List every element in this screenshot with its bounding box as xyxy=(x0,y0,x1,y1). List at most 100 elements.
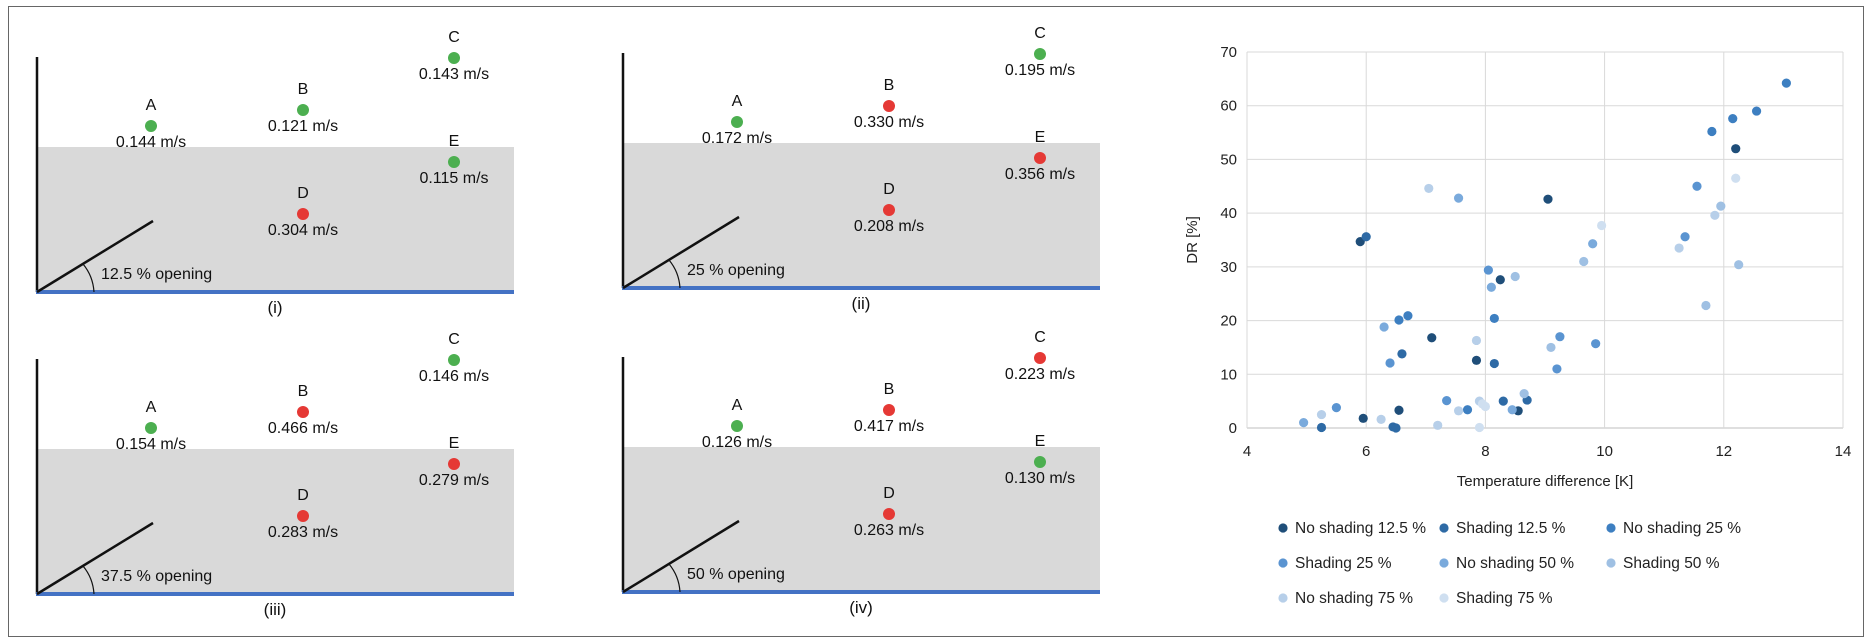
velocity-value: 0.304 m/s xyxy=(268,222,338,239)
velocity-value: 0.121 m/s xyxy=(268,118,338,135)
velocity-dot xyxy=(297,406,309,418)
data-point xyxy=(1483,265,1493,275)
angle-arc xyxy=(82,263,95,293)
legend-marker xyxy=(1606,558,1616,568)
velocity-value: 0.466 m/s xyxy=(268,420,338,437)
point-letter: D xyxy=(883,181,895,198)
point-letter: C xyxy=(1034,25,1046,42)
legend-label: Shading 50 % xyxy=(1623,555,1720,572)
velocity-dot xyxy=(883,404,895,416)
panel-caption: (ii) xyxy=(852,294,871,313)
data-point xyxy=(1507,405,1517,415)
data-point xyxy=(1728,114,1738,124)
panel-caption: (iv) xyxy=(849,598,873,617)
opening-label: 37.5 % opening xyxy=(101,568,212,585)
velocity-dot xyxy=(297,510,309,522)
legend-marker xyxy=(1278,523,1288,533)
data-point xyxy=(1489,313,1499,324)
angle-arc xyxy=(82,565,95,595)
velocity-dot xyxy=(883,204,895,216)
data-point xyxy=(1358,413,1368,423)
point-letter: B xyxy=(884,381,895,398)
data-point xyxy=(1701,300,1711,311)
point-letter: C xyxy=(448,29,460,46)
y-tick-label: 20 xyxy=(1220,313,1237,330)
data-point xyxy=(1391,423,1401,433)
data-point xyxy=(1674,243,1684,253)
data-point xyxy=(1453,406,1464,416)
panel-2: 25 % opening (ii) A 0.172 m/s B 0.330 m/s C 0.1… xyxy=(621,25,1100,313)
velocity-dot xyxy=(145,120,157,132)
velocity-dot xyxy=(883,508,895,520)
data-point xyxy=(1376,414,1386,425)
point-letter: E xyxy=(449,435,460,452)
velocity-value: 0.143 m/s xyxy=(419,66,489,83)
x-tick-label: 10 xyxy=(1596,443,1613,460)
data-point xyxy=(1480,401,1490,412)
data-point xyxy=(1588,239,1598,249)
point-letter: A xyxy=(146,399,157,416)
opening-label: 25 % opening xyxy=(687,262,785,279)
velocity-dot xyxy=(883,100,895,112)
data-point xyxy=(1486,282,1496,292)
legend-label: No shading 50 % xyxy=(1456,555,1574,572)
panel-caption: (iii) xyxy=(264,600,287,619)
velocity-dot xyxy=(1034,152,1046,164)
velocity-value: 0.154 m/s xyxy=(116,436,186,453)
panel-4: 50 % opening (iv) A 0.126 m/s B 0.417 m/s C 0.2… xyxy=(621,329,1100,617)
point-letter: B xyxy=(298,383,309,400)
velocity-value: 0.417 m/s xyxy=(854,418,924,435)
data-point xyxy=(1519,389,1529,399)
legend-label: No shading 12.5 % xyxy=(1295,520,1426,537)
opening-label: 50 % opening xyxy=(687,566,785,583)
y-tick-label: 60 xyxy=(1220,98,1237,115)
velocity-dot xyxy=(448,354,460,366)
data-point xyxy=(1781,78,1791,88)
data-point xyxy=(1710,210,1720,220)
velocity-value: 0.279 m/s xyxy=(419,472,489,489)
velocity-value: 0.144 m/s xyxy=(116,134,186,151)
point-letter: D xyxy=(297,185,309,202)
point-letter: B xyxy=(298,81,309,98)
panel-caption: (i) xyxy=(267,298,282,317)
data-point xyxy=(1579,256,1589,267)
velocity-value: 0.195 m/s xyxy=(1005,62,1075,79)
data-point xyxy=(1433,420,1443,430)
x-tick-label: 12 xyxy=(1715,443,1732,460)
velocity-dot xyxy=(731,420,743,432)
data-point xyxy=(1424,183,1434,194)
opening-line xyxy=(622,519,740,594)
velocity-value: 0.283 m/s xyxy=(268,524,338,541)
point-letter: A xyxy=(732,397,743,414)
x-tick-label: 8 xyxy=(1481,443,1489,460)
velocity-value: 0.172 m/s xyxy=(702,130,772,147)
data-point xyxy=(1734,260,1744,270)
data-point xyxy=(1543,194,1553,204)
velocity-value: 0.126 m/s xyxy=(702,434,772,451)
velocity-dot xyxy=(731,116,743,128)
shaded-zone xyxy=(36,147,514,292)
y-axis-label: DR [%] xyxy=(1184,216,1201,264)
velocity-value: 0.263 m/s xyxy=(854,522,924,539)
velocity-dot xyxy=(448,458,460,470)
data-point xyxy=(1546,342,1556,353)
shaded-zone xyxy=(36,449,514,594)
data-point xyxy=(1394,405,1404,415)
data-point xyxy=(1442,396,1452,406)
y-tick-label: 30 xyxy=(1220,259,1237,276)
shaded-zone xyxy=(622,447,1100,592)
y-tick-label: 10 xyxy=(1220,366,1237,383)
data-point xyxy=(1692,181,1702,191)
point-letter: E xyxy=(1035,433,1046,450)
legend-marker xyxy=(1606,523,1616,533)
data-point xyxy=(1299,418,1309,428)
figure-frame xyxy=(8,6,1864,637)
data-point xyxy=(1751,106,1762,116)
data-point xyxy=(1316,422,1327,433)
data-point xyxy=(1427,333,1437,343)
dr-scatter-chart: DR [%] Temperature difference [K] 0 10 20 3… xyxy=(1184,44,1851,607)
velocity-value: 0.208 m/s xyxy=(854,218,924,235)
velocity-value: 0.130 m/s xyxy=(1005,470,1075,487)
opening-label: 12.5 % opening xyxy=(101,266,212,283)
